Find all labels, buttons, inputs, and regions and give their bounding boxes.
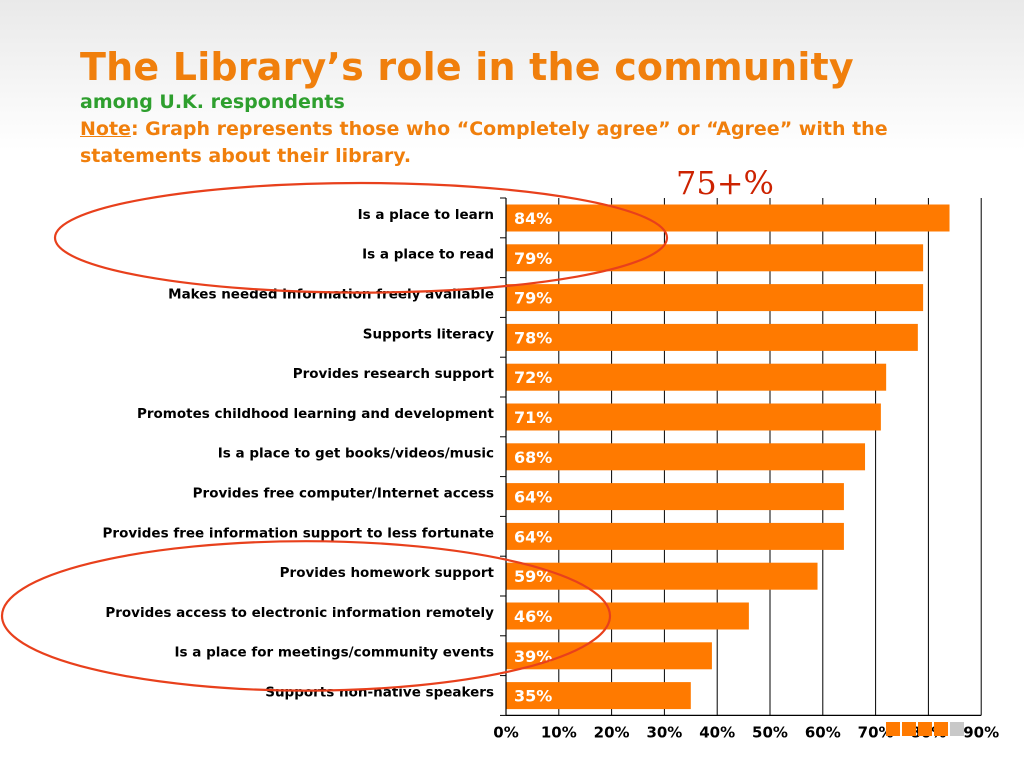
bar-value-label: 79% xyxy=(514,289,552,308)
bar-value-label: 64% xyxy=(514,527,552,546)
x-tick-label: 60% xyxy=(805,723,841,741)
bar-value-label: 79% xyxy=(514,249,552,268)
bar xyxy=(506,363,887,391)
category-label: Supports literacy xyxy=(363,326,494,342)
note-text: : Graph represents those who “Completely… xyxy=(80,118,888,167)
x-tick-label: 90% xyxy=(963,723,999,741)
bar-value-label: 72% xyxy=(514,368,552,387)
x-tick-label: 50% xyxy=(752,723,788,741)
slide-title: The Library’s role in the community xyxy=(80,45,854,89)
gray-swatch xyxy=(950,722,964,736)
bar xyxy=(506,483,844,511)
bar-value-label: 68% xyxy=(514,448,552,467)
bar xyxy=(506,244,924,272)
bar xyxy=(506,602,749,630)
bar xyxy=(506,562,818,590)
orange-swatch xyxy=(886,722,900,736)
category-label: Provides homework support xyxy=(280,565,495,581)
bar xyxy=(506,403,881,431)
x-tick-label: 0% xyxy=(493,723,518,741)
category-label: Is a place to learn xyxy=(358,207,494,223)
x-tick-label: 10% xyxy=(541,723,577,741)
category-label: Is a place for meetings/community events xyxy=(175,645,494,661)
highlight-ellipse xyxy=(0,540,612,692)
x-tick-label: 40% xyxy=(699,723,735,741)
slide-header: The Library’s role in the community amon… xyxy=(80,44,980,170)
bar xyxy=(506,204,950,232)
orange-swatch xyxy=(934,722,948,736)
slide-subtitle: among U.K. respondents xyxy=(80,91,345,113)
bar-value-label: 84% xyxy=(514,209,552,228)
note-paragraph: Note: Graph represents those who “Comple… xyxy=(80,116,980,170)
category-label: Provides free computer/Internet access xyxy=(193,486,494,502)
bar-value-label: 39% xyxy=(514,647,552,666)
category-label: Is a place to get books/videos/music xyxy=(218,446,494,462)
bar-value-label: 78% xyxy=(514,328,552,347)
orange-swatch xyxy=(918,722,932,736)
bar-value-label: 35% xyxy=(514,687,552,706)
legend-swatches xyxy=(886,722,964,736)
note-label: Note xyxy=(80,118,131,140)
x-tick-label: 20% xyxy=(594,723,630,741)
category-label: Provides research support xyxy=(293,366,495,382)
bar-value-label: 46% xyxy=(514,607,552,626)
bar xyxy=(506,284,924,312)
orange-swatch xyxy=(902,722,916,736)
category-label: Provides access to electronic informatio… xyxy=(105,605,494,621)
category-label: Makes needed information freely availabl… xyxy=(168,287,494,303)
category-label: Provides free information support to les… xyxy=(103,525,494,541)
category-label: Is a place to read xyxy=(362,247,494,263)
x-tick-label: 70% xyxy=(858,723,894,741)
bar xyxy=(506,443,866,471)
bar xyxy=(506,522,844,550)
bar xyxy=(506,642,712,670)
bar-value-label: 71% xyxy=(514,408,552,427)
category-label: Supports non-native speakers xyxy=(265,685,494,701)
bar xyxy=(506,323,918,351)
bar xyxy=(506,682,691,710)
threshold-callout: 75+% xyxy=(676,164,774,202)
bar-value-label: 64% xyxy=(514,488,552,507)
bar-value-label: 59% xyxy=(514,567,552,586)
category-label: Promotes childhood learning and developm… xyxy=(137,406,495,422)
highlight-ellipse xyxy=(53,181,669,294)
x-tick-label: 30% xyxy=(646,723,682,741)
